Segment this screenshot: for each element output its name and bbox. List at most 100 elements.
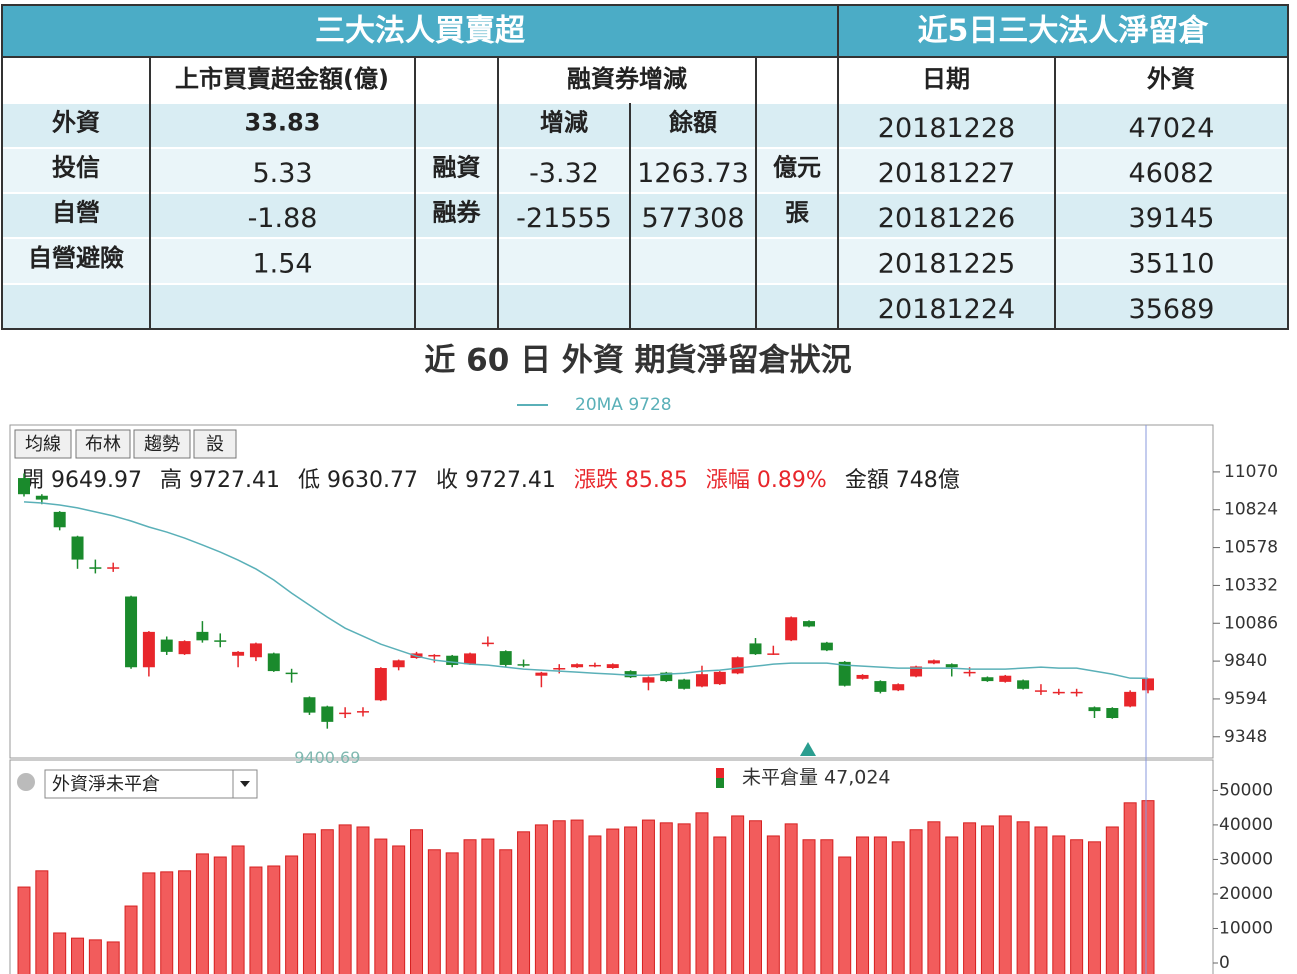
bar (106, 941, 120, 974)
bar (695, 812, 709, 974)
bar (445, 852, 459, 974)
candle-body (945, 664, 958, 668)
candle-body (571, 664, 584, 668)
candle-body (446, 655, 459, 665)
candle-body (660, 672, 673, 682)
cell-label: 餘額 (669, 109, 717, 137)
cell-value: 35689 (1129, 294, 1215, 325)
button[interactable] (193, 429, 237, 459)
candle-body (767, 653, 780, 655)
bar (980, 825, 994, 974)
y-tick-label: 10824 (1224, 500, 1278, 520)
bar (731, 815, 745, 974)
bar (659, 822, 673, 974)
bar (784, 823, 798, 974)
candle-body (107, 567, 120, 569)
bar (142, 872, 156, 974)
cell-value: -3.32 (529, 158, 599, 189)
y-tick-label: 11070 (1224, 462, 1278, 482)
cell-value: 20181226 (878, 203, 1015, 234)
candle-body (678, 679, 691, 689)
bar (410, 829, 424, 974)
bar (766, 835, 780, 974)
candle-body (785, 617, 798, 641)
bar (534, 824, 548, 974)
cell-label: 自營避險 (28, 244, 124, 272)
cell-value: 20181227 (878, 158, 1015, 189)
candle-body (999, 675, 1012, 682)
selector[interactable] (44, 769, 258, 799)
candle-body (249, 643, 262, 658)
candle-body (927, 660, 940, 664)
button-label[interactable]: 均線 (25, 434, 61, 455)
candle-body (624, 671, 637, 678)
candle-body (695, 674, 708, 687)
bar (517, 831, 531, 974)
candle-body (89, 567, 102, 569)
y-tick-label: 50000 (1219, 780, 1273, 800)
row-bg (2, 284, 1288, 329)
bar (1034, 826, 1048, 974)
button-label[interactable]: 趨勢 (144, 434, 180, 455)
candle-body (606, 664, 619, 669)
candle-body (910, 666, 923, 677)
bar (1123, 802, 1137, 974)
candle-body (178, 641, 191, 655)
bar (1105, 826, 1119, 974)
button[interactable] (14, 429, 72, 459)
bar (249, 866, 263, 974)
candle-body (392, 660, 405, 668)
candle-body (321, 706, 334, 722)
right-title: 近5日三大法人淨留倉 (918, 14, 1210, 49)
bar (53, 932, 67, 974)
button-label[interactable]: 布林 (85, 434, 121, 455)
legend-icon (716, 778, 724, 788)
cell-label: 33.83 (245, 109, 321, 137)
bar (1052, 835, 1066, 974)
y-tick-label: 9348 (1224, 727, 1267, 747)
y-tick-label: 10000 (1219, 918, 1273, 938)
cell-value: 46082 (1129, 158, 1215, 189)
bar (552, 820, 566, 974)
candle-panel (9, 424, 1214, 759)
ma-line (23, 501, 1149, 680)
candle-body (481, 642, 494, 645)
y-tick-label: 40000 (1219, 815, 1273, 835)
button-label[interactable]: 設 (206, 434, 224, 455)
candle-body (963, 671, 976, 674)
close-icon[interactable] (17, 773, 35, 791)
legend-icon (716, 768, 724, 778)
legend-label: 未平倉量 47,024 (742, 767, 891, 789)
cell-label: 億元 (773, 154, 821, 182)
button[interactable] (133, 429, 191, 459)
cell-label: 外資 (52, 109, 100, 137)
candle-body (356, 711, 369, 713)
selector-label[interactable]: 外資淨未平倉 (52, 774, 160, 795)
candle-body (35, 495, 48, 500)
bar (17, 886, 31, 974)
cell-label: 自營 (52, 199, 100, 227)
bar (231, 845, 245, 974)
info-item: 低 9630.77 (298, 468, 418, 493)
candle-body (339, 712, 352, 715)
bar (1070, 839, 1084, 974)
bar (1141, 800, 1155, 974)
candle-body (71, 536, 84, 560)
left-header (2, 5, 838, 57)
bar (677, 823, 691, 974)
bar (481, 838, 495, 974)
cell-value: -21555 (516, 203, 612, 234)
candle-body (142, 631, 155, 668)
cell-value: 39145 (1129, 203, 1215, 234)
bar (927, 821, 941, 974)
bar (909, 829, 923, 974)
y-tick-label: 10578 (1224, 538, 1278, 558)
candle-body (214, 640, 227, 642)
bar (624, 826, 638, 974)
bar (356, 826, 370, 974)
row-bg (2, 193, 1288, 238)
bar (570, 819, 584, 974)
y-tick-label: 9840 (1224, 651, 1267, 671)
cell-label: 張 (785, 199, 810, 227)
button[interactable] (75, 429, 131, 459)
